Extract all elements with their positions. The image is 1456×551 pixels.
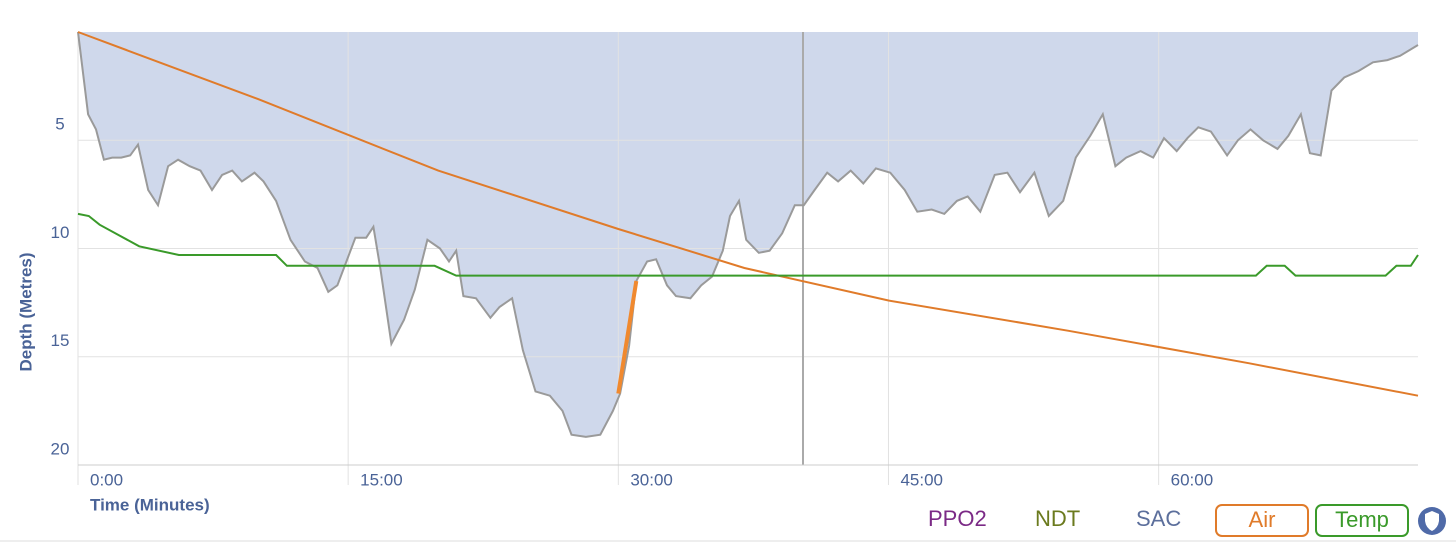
x-tick-label: 45:00 — [900, 470, 943, 489]
legend-item[interactable]: PPO2 — [928, 506, 987, 531]
legend-item[interactable]: Temp — [1335, 507, 1389, 532]
series-line — [77, 212, 1419, 277]
x-tick-label: 15:00 — [360, 470, 403, 489]
x-axis-label: Time (Minutes) — [90, 495, 210, 514]
depth-line — [77, 31, 1419, 438]
y-tick-label: 10 — [51, 223, 70, 242]
x-tick-label: 30:00 — [630, 470, 673, 489]
legend-item[interactable]: SAC — [1136, 506, 1181, 531]
warning-segment — [616, 280, 639, 394]
legend-box[interactable] — [1215, 504, 1309, 537]
legend-item[interactable]: Air — [1249, 507, 1276, 532]
depth-area — [78, 32, 1418, 437]
legend-item[interactable]: NDT — [1035, 506, 1080, 531]
shield-icon[interactable] — [1418, 507, 1446, 535]
x-tick-label: 60:00 — [1171, 470, 1214, 489]
x-tick-label: 0:00 — [90, 470, 123, 489]
y-tick-label: 5 — [55, 115, 64, 134]
y-axis-label: Depth (Metres) — [16, 252, 35, 371]
series-line — [77, 31, 1419, 397]
y-tick-label: 15 — [51, 331, 70, 350]
legend-box[interactable] — [1315, 504, 1409, 537]
y-tick-label: 20 — [51, 439, 70, 458]
